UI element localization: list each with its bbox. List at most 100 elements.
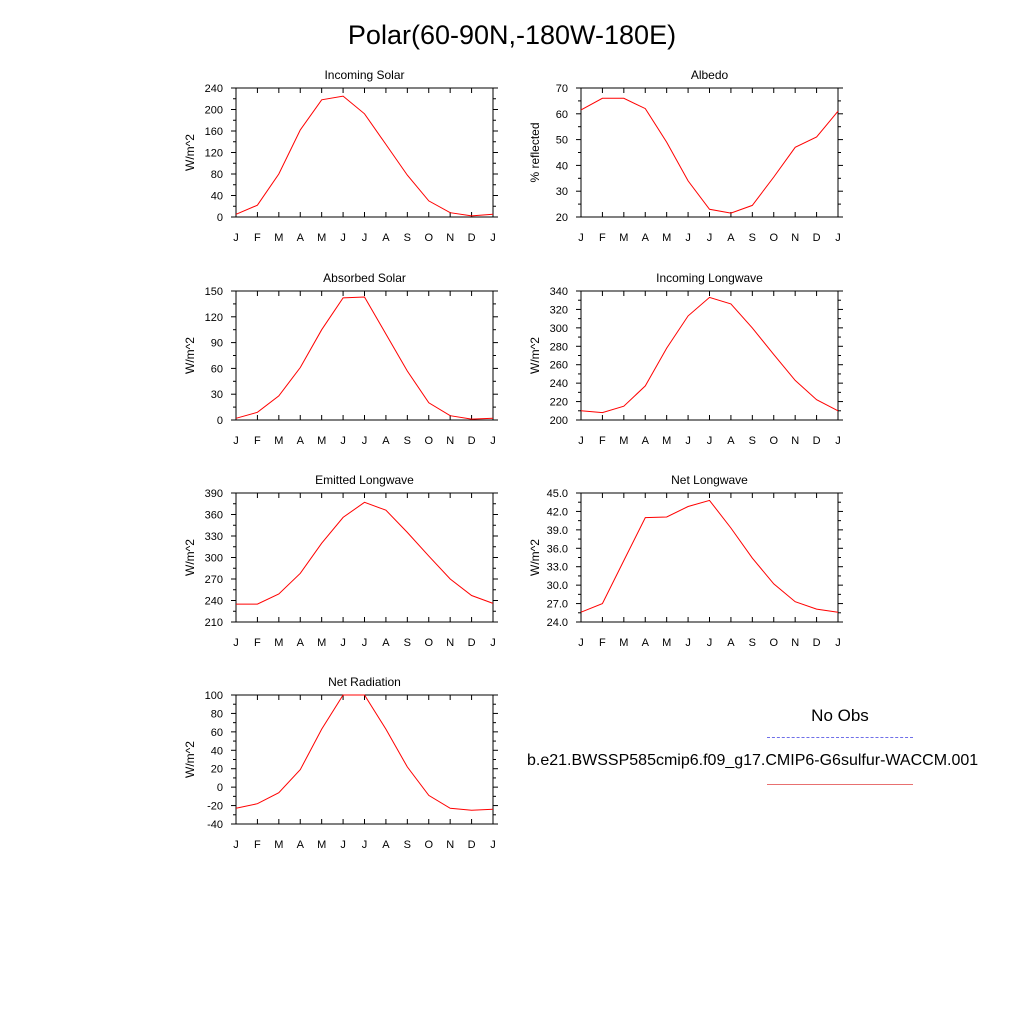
- plot-frame: [235, 290, 494, 421]
- plot-frame: [235, 694, 494, 825]
- y-tick-label: 0: [217, 415, 223, 427]
- x-tick-label: O: [769, 232, 778, 244]
- legend-case-label: b.e21.BWSSP585cmip6.f09_g17.CMIP6-G6sulf…: [527, 752, 979, 769]
- x-tick-label: F: [599, 637, 606, 649]
- y-tick-label: 240: [205, 596, 223, 608]
- y-tick-label: 120: [205, 312, 223, 324]
- y-tick-label: 320: [550, 304, 568, 316]
- x-tick-label: J: [233, 839, 239, 851]
- x-tick-label: A: [382, 232, 390, 244]
- x-tick-label: J: [707, 637, 713, 649]
- x-tick-label: A: [297, 839, 305, 851]
- y-tick-label: 36.0: [547, 543, 568, 555]
- x-tick-label: J: [340, 232, 346, 244]
- x-tick-label: N: [446, 435, 454, 447]
- x-tick-label: A: [642, 435, 650, 447]
- x-tick-label: J: [685, 435, 691, 447]
- y-tick-label: -20: [207, 801, 223, 813]
- y-tick-label: 340: [550, 286, 568, 298]
- y-tick-label: 240: [550, 378, 568, 390]
- y-tick-label: 60: [211, 727, 223, 739]
- x-tick-label: J: [233, 232, 239, 244]
- y-tick-label: 40: [556, 160, 568, 172]
- x-tick-label: F: [254, 839, 261, 851]
- y-tick-label: 360: [205, 510, 223, 522]
- x-tick-label: S: [404, 232, 411, 244]
- y-axis-label: % reflected: [528, 122, 542, 182]
- x-tick-label: D: [813, 435, 821, 447]
- y-tick-label: 150: [205, 286, 223, 298]
- x-tick-label: J: [233, 637, 239, 649]
- x-tick-label: N: [791, 637, 799, 649]
- y-tick-label: 30: [211, 389, 223, 401]
- y-tick-label: 260: [550, 360, 568, 372]
- y-tick-label: -40: [207, 819, 223, 831]
- x-tick-label: O: [424, 435, 433, 447]
- y-tick-label: 50: [556, 135, 568, 147]
- y-tick-label: 120: [205, 148, 223, 160]
- y-tick-label: 60: [211, 363, 223, 375]
- y-tick-label: 330: [205, 531, 223, 543]
- x-tick-label: S: [404, 435, 411, 447]
- panel-title: Incoming Solar: [324, 68, 404, 82]
- x-tick-label: N: [446, 839, 454, 851]
- y-axis-label: W/m^2: [528, 337, 542, 374]
- legend-obs-dash: [767, 737, 913, 738]
- y-tick-label: 200: [205, 105, 223, 117]
- x-tick-label: A: [727, 637, 735, 649]
- x-tick-label: D: [468, 435, 476, 447]
- series-line: [580, 499, 839, 613]
- y-tick-label: 33.0: [547, 562, 568, 574]
- x-tick-label: J: [362, 839, 368, 851]
- y-tick-label: 220: [550, 397, 568, 409]
- x-tick-label: S: [404, 839, 411, 851]
- x-tick-label: J: [490, 232, 496, 244]
- x-tick-label: J: [340, 637, 346, 649]
- panel-title: Emitted Longwave: [315, 473, 414, 487]
- x-tick-label: M: [662, 232, 671, 244]
- y-axis-label: W/m^2: [528, 539, 542, 576]
- y-tick-label: 300: [550, 323, 568, 335]
- y-tick-label: 40: [211, 745, 223, 757]
- plot-frame: [235, 87, 494, 218]
- x-tick-label: J: [490, 839, 496, 851]
- panel-title: Net Longwave: [671, 473, 748, 487]
- x-tick-label: A: [727, 232, 735, 244]
- x-tick-label: M: [317, 637, 326, 649]
- y-tick-label: 100: [205, 690, 223, 702]
- y-tick-label: 40: [211, 191, 223, 203]
- legend-case-line: [767, 784, 913, 785]
- x-tick-label: A: [297, 435, 305, 447]
- y-axis-label: W/m^2: [183, 539, 197, 576]
- x-tick-label: F: [599, 232, 606, 244]
- y-tick-label: 270: [205, 574, 223, 586]
- x-tick-label: M: [317, 839, 326, 851]
- y-tick-label: 90: [211, 338, 223, 350]
- panel-title: Absorbed Solar: [323, 271, 406, 285]
- series-line: [580, 97, 839, 214]
- y-tick-label: 80: [211, 169, 223, 181]
- y-tick-label: 160: [205, 126, 223, 138]
- x-tick-label: O: [769, 435, 778, 447]
- legend-obs-label: No Obs: [811, 706, 869, 725]
- x-tick-label: J: [578, 232, 584, 244]
- x-tick-label: M: [274, 839, 283, 851]
- x-tick-label: J: [490, 637, 496, 649]
- x-tick-label: N: [791, 435, 799, 447]
- x-tick-label: D: [813, 637, 821, 649]
- x-tick-label: N: [446, 232, 454, 244]
- x-tick-label: A: [382, 637, 390, 649]
- plot-frame: [580, 290, 839, 421]
- x-tick-label: J: [835, 232, 841, 244]
- y-tick-label: 280: [550, 341, 568, 353]
- x-tick-label: J: [340, 435, 346, 447]
- x-tick-label: A: [727, 435, 735, 447]
- y-tick-label: 27.0: [547, 599, 568, 611]
- y-axis-label: W/m^2: [183, 134, 197, 171]
- x-tick-label: D: [468, 839, 476, 851]
